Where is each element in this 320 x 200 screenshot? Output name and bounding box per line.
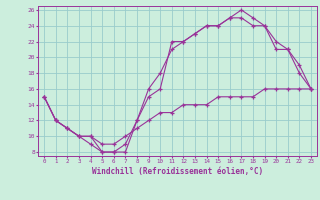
X-axis label: Windchill (Refroidissement éolien,°C): Windchill (Refroidissement éolien,°C) <box>92 167 263 176</box>
